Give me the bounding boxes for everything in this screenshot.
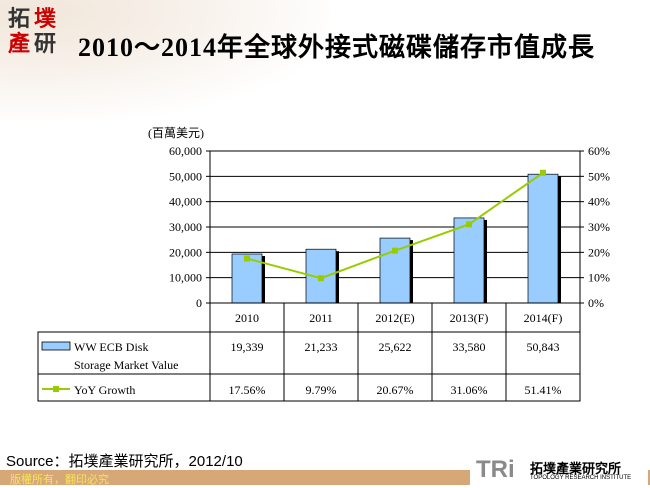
- left-tick-label: 0: [196, 296, 202, 310]
- bar-value-cell: 19,339: [231, 340, 264, 354]
- bar: [527, 173, 559, 304]
- growth-point: [244, 255, 250, 262]
- legend-bar-label: WW ECB Disk: [74, 340, 148, 354]
- bar: [453, 217, 485, 304]
- unit-label: (百萬美元): [148, 126, 204, 140]
- page-title: 2010～2014年全球外接式磁碟儲存市值成長: [78, 33, 596, 62]
- growth-value-cell: 9.79%: [306, 383, 337, 397]
- left-tick-label: 60,000: [169, 144, 202, 158]
- brand-mark: TRi: [476, 456, 515, 483]
- background-map: [0, 0, 330, 120]
- right-tick-label: 60%: [588, 144, 610, 158]
- bar-value-cell: 33,580: [453, 340, 486, 354]
- tri-logo: 拓墣 產研: [8, 7, 57, 57]
- growth-point: [318, 275, 324, 282]
- right-tick-label: 50%: [588, 169, 610, 183]
- bar-value-cell: 21,233: [305, 340, 338, 354]
- growth-value-cell: 31.06%: [451, 383, 488, 397]
- left-tick-label: 30,000: [169, 220, 202, 234]
- growth-value-cell: 17.56%: [229, 383, 266, 397]
- growth-point: [392, 247, 398, 254]
- growth-point: [466, 221, 472, 228]
- left-tick-label: 40,000: [169, 195, 202, 209]
- growth-value-cell: 20.67%: [377, 383, 414, 397]
- right-tick-label: 30%: [588, 220, 610, 234]
- legend-bar-label-2: Storage Market Value: [74, 358, 178, 372]
- category-label: 2010: [235, 311, 259, 325]
- legend-bar-swatch: [41, 341, 71, 351]
- brand-en: TOPOLOGY RESEARCH INSTITUTE: [530, 475, 632, 481]
- growth-value-cell: 51.41%: [525, 383, 562, 397]
- legend-line-marker: [53, 386, 59, 392]
- chart: (百萬美元) 0 10,000 20,000 30,000 40,000 50,000 60,…: [37, 126, 610, 402]
- tri-brand: TRi 拓墣產業研究所 TOPOLOGY RESEARCH INSTITUTE: [470, 456, 648, 486]
- right-tick-label: 40%: [588, 195, 610, 209]
- right-tick-label: 10%: [588, 271, 610, 285]
- bar-value-cell: 50,843: [527, 340, 560, 354]
- left-tick-label: 50,000: [169, 169, 202, 183]
- copyright: 版權所有，翻印必究: [10, 473, 109, 486]
- growth-point: [540, 169, 546, 176]
- category-label: 2012(E): [375, 311, 414, 325]
- right-tick-label: 20%: [588, 245, 610, 259]
- left-tick-label: 20,000: [169, 245, 202, 259]
- brand-cn: 拓墣產業研究所: [530, 462, 622, 477]
- category-label: 2013(F): [450, 311, 489, 325]
- left-tick-label: 10,000: [169, 271, 202, 285]
- source-note: Source：拓墣產業研究所，2012/10: [6, 453, 243, 470]
- legend-line-label: YoY Growth: [74, 383, 135, 397]
- category-label: 2011: [309, 311, 333, 325]
- bar-value-cell: 25,622: [379, 340, 412, 354]
- right-tick-label: 0%: [588, 296, 604, 310]
- category-label: 2014(F): [524, 311, 563, 325]
